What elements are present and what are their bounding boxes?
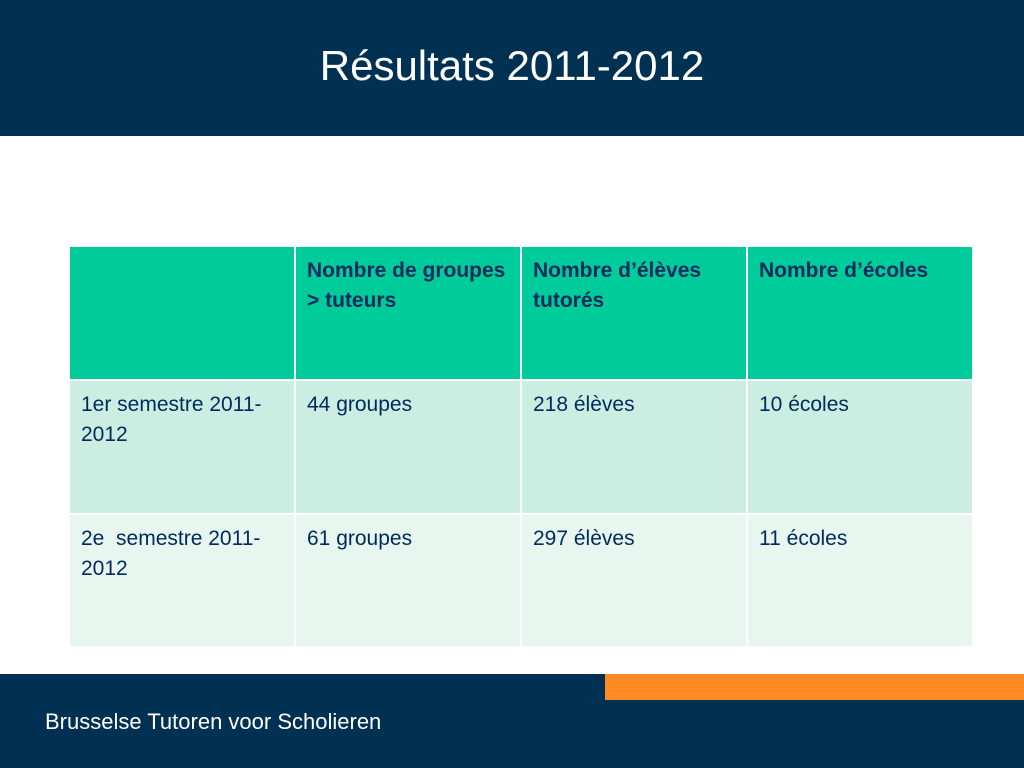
slide-title: Résultats 2011-2012: [319, 42, 705, 89]
footer-accent-bar: [605, 674, 1024, 700]
groups-cell: 61 groupes: [294, 513, 522, 648]
schools-cell: 11 écoles: [746, 513, 974, 648]
row-label-cell: 2e semestre 2011-2012: [68, 513, 296, 648]
schools-cell: 10 écoles: [746, 379, 974, 515]
students-cell: 218 élèves: [520, 379, 748, 515]
header-band: [0, 0, 1024, 136]
header-cell-empty: [68, 245, 296, 381]
header-cell-students: Nombre d’élèves tutorés: [520, 245, 748, 381]
students-cell: 297 élèves: [520, 513, 748, 648]
table-header-row: Nombre de groupes > tuteurs Nombre d’élè…: [68, 245, 974, 381]
table-row: 2e semestre 2011-2012 61 groupes 297 élè…: [68, 513, 974, 648]
footer-text: Brusselse Tutoren voor Scholieren: [45, 709, 382, 734]
header-cell-groups: Nombre de groupes > tuteurs: [294, 245, 522, 381]
results-table: Nombre de groupes > tuteurs Nombre d’élè…: [68, 245, 974, 648]
row-label-cell: 1er semestre 2011-2012: [68, 379, 296, 515]
header-cell-schools: Nombre d’écoles: [746, 245, 974, 381]
table-row: 1er semestre 2011-2012 44 groupes 218 él…: [68, 379, 974, 515]
groups-cell: 44 groupes: [294, 379, 522, 515]
